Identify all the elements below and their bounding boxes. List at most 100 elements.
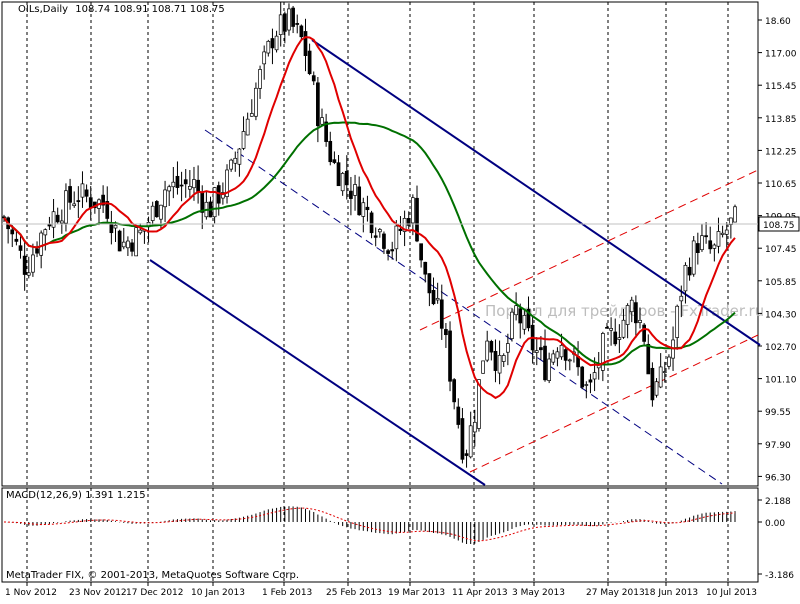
candle-body	[369, 212, 374, 234]
candle-body	[39, 232, 44, 256]
price-tick-label: 112.25	[765, 147, 797, 157]
candle-body	[501, 355, 506, 362]
price-tick-label: 105.85	[765, 278, 797, 288]
candle-body	[411, 197, 415, 224]
channel-mid-dashed[interactable]	[204, 129, 723, 485]
candle-body	[266, 40, 271, 54]
time-axis: 1 Nov 2012 23 Nov 2012 17 Dec 2012 10 Jan 2…	[5, 582, 757, 598]
candle-body	[724, 229, 729, 235]
candle-body	[361, 202, 366, 217]
candle-body	[229, 159, 233, 170]
candle-body	[237, 148, 242, 165]
candle-body	[357, 186, 362, 216]
candle-body	[332, 159, 337, 163]
candle-body	[365, 206, 370, 211]
candle-body	[282, 13, 287, 32]
candle-body	[245, 118, 250, 136]
candle-body	[406, 218, 411, 226]
candle-body	[183, 179, 188, 185]
candle-body	[485, 340, 490, 361]
candle-body	[514, 305, 518, 316]
copyright-text: MetaTrader FIX, © 2001-2013, MetaQuotes …	[6, 570, 300, 581]
macd-pane-border	[1, 487, 759, 583]
candle-body	[386, 250, 390, 254]
macd-tick-label: 0.00	[765, 519, 785, 529]
price-tick-label: 18.60	[765, 17, 791, 27]
candle-body	[522, 315, 527, 330]
candle-body	[493, 350, 498, 371]
candle-body	[444, 329, 448, 336]
candle-body	[439, 299, 444, 329]
candle-body	[72, 203, 77, 206]
candle-body	[555, 351, 560, 359]
red-channel-upper[interactable]	[419, 169, 759, 331]
macd-title: MACD(12,26,9) 1.391 1.215	[6, 490, 146, 501]
candle-body	[303, 31, 308, 56]
candle-body	[349, 190, 353, 199]
channel-lower-line[interactable]	[149, 259, 486, 486]
candle-body	[431, 290, 436, 305]
time-tick-label: 1 Feb 2013	[262, 588, 312, 598]
time-tick-label: 3 May 2013	[512, 588, 565, 598]
candle-body	[320, 117, 324, 125]
candle-body	[88, 197, 93, 209]
ma-slow-line	[3, 121, 736, 366]
candle-body	[477, 379, 481, 429]
candle-body	[695, 243, 700, 253]
candle-body	[609, 328, 613, 331]
candle-body	[481, 360, 485, 374]
candle-body	[625, 305, 630, 325]
trend-channels[interactable]	[149, 39, 761, 486]
candle-body	[159, 204, 163, 220]
vertical-grid	[26, 2, 729, 582]
candle-body	[712, 244, 717, 249]
candle-body	[497, 355, 502, 374]
candle-body	[307, 50, 312, 75]
candle-body	[134, 227, 139, 257]
price-tick-label: 96.30	[765, 473, 791, 483]
candle-body	[353, 184, 357, 196]
candle-body	[192, 179, 196, 189]
candle-body	[687, 266, 692, 276]
candle-body	[154, 201, 159, 218]
candle-body	[22, 255, 27, 275]
candle-body	[340, 173, 345, 192]
candle-body	[472, 421, 477, 433]
candle-body	[14, 238, 19, 242]
candle-body	[638, 319, 642, 323]
candle-body	[617, 337, 622, 340]
candle-body	[18, 245, 23, 251]
time-tick-label: 19 Mar 2013	[388, 588, 445, 598]
candle-body	[662, 371, 667, 373]
candle-body	[64, 190, 68, 224]
candle-body	[287, 8, 291, 31]
time-tick-label: 10 Jan 2013	[191, 588, 245, 598]
candle-body	[80, 183, 85, 198]
macd-tick-label: -3.186	[765, 571, 794, 581]
channel-upper-line[interactable]	[311, 39, 761, 346]
price-tick-label: 110.65	[765, 180, 797, 190]
candle-body	[518, 308, 523, 324]
candle-body	[187, 186, 192, 190]
candlestick-series	[2, 1, 737, 468]
candle-body	[708, 240, 713, 250]
candle-body	[299, 25, 304, 38]
candle-body	[390, 249, 395, 252]
price-tick-label: 104.30	[765, 310, 797, 320]
candle-body	[468, 425, 473, 458]
candle-body	[658, 366, 663, 388]
candle-body	[489, 341, 494, 353]
candle-body	[427, 273, 432, 294]
red-channel-lower[interactable]	[469, 334, 759, 473]
candle-body	[584, 384, 589, 386]
candle-body	[456, 406, 461, 425]
candle-body	[716, 231, 721, 247]
candle-body	[510, 311, 514, 339]
price-tick-label: 113.85	[765, 115, 797, 125]
candle-body	[629, 299, 634, 313]
candle-body	[130, 242, 134, 252]
candle-body	[150, 205, 155, 221]
candle-body	[76, 200, 81, 203]
